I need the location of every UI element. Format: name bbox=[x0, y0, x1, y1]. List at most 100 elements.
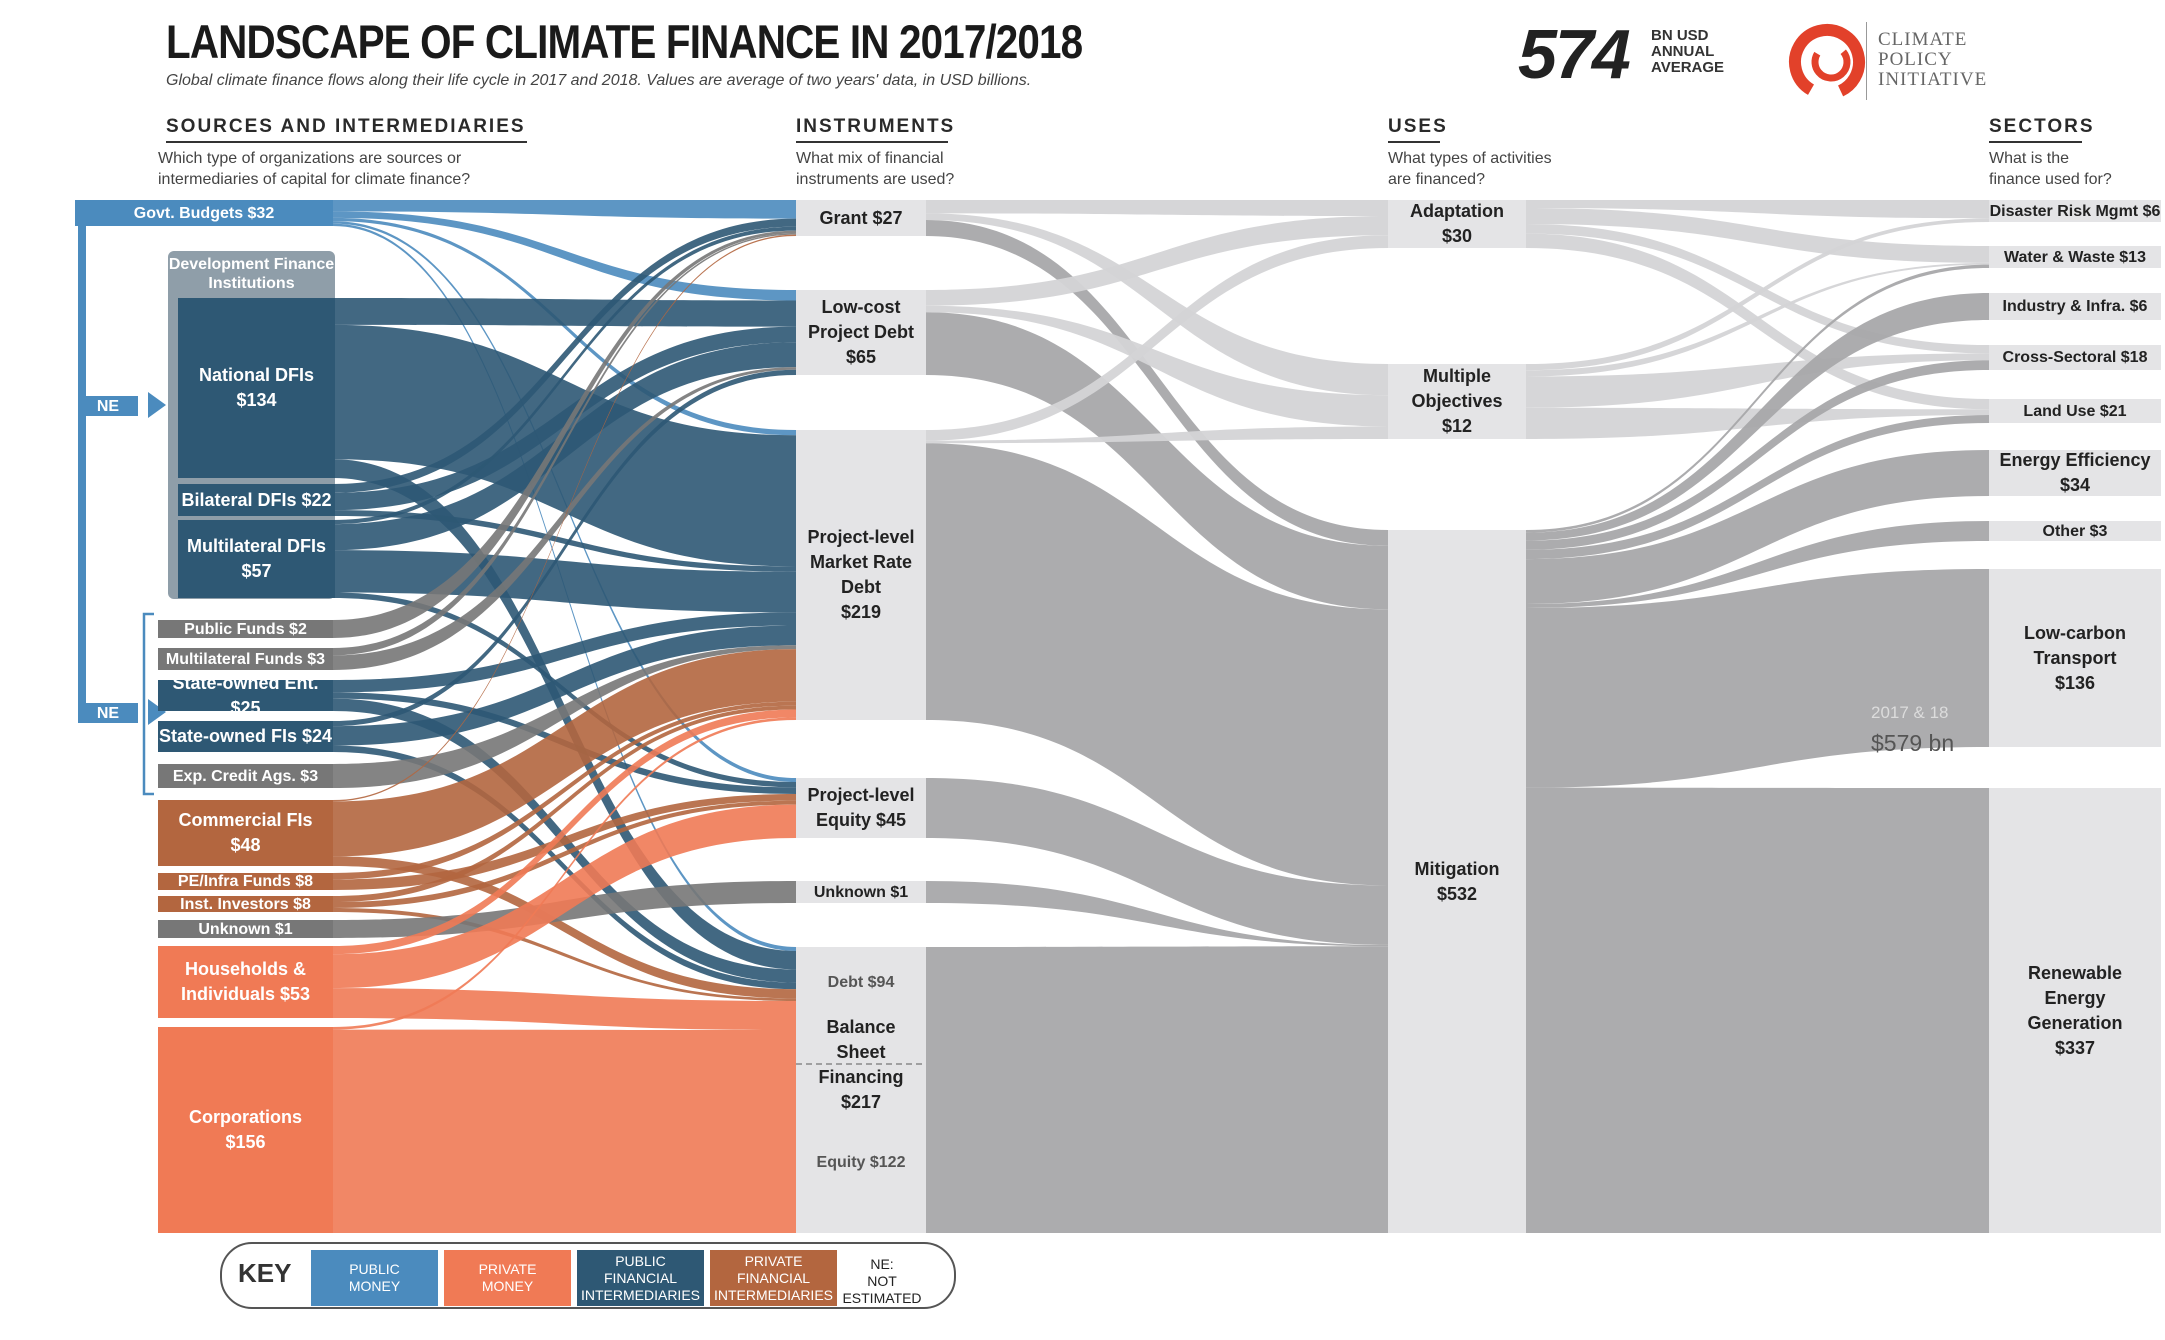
flow-multi-ww bbox=[1526, 262, 1989, 377]
watermark-period: 2017 & 18 bbox=[1871, 703, 1949, 722]
page-subtitle: Global climate finance flows along their… bbox=[166, 72, 1032, 89]
flow-pe-peq bbox=[333, 794, 796, 890]
flow-mitig-ww bbox=[1526, 264, 1989, 533]
flow-mitig-lu bbox=[1526, 415, 1989, 560]
legend-not-estimated: NE: NOT ESTIMATED bbox=[842, 1256, 922, 1306]
sector-label-lct: Low-carbon Transport $136 bbox=[2024, 622, 2126, 693]
source-node-corp bbox=[158, 1027, 333, 1233]
use-node-mitig bbox=[1388, 530, 1526, 1233]
instrument-label-bsf: Balance Sheet Financing $217 bbox=[818, 1017, 904, 1112]
ne-arrow-lower-icon bbox=[148, 699, 166, 725]
use-label-multi: Multiple Objectives $12 bbox=[1411, 366, 1503, 436]
flow-mrd-mitig bbox=[926, 443, 1388, 886]
flow-mitig-reg bbox=[1526, 787, 1989, 1233]
source-node-bdfi bbox=[178, 484, 335, 516]
total-value: 574 bbox=[1518, 15, 1631, 93]
instrument-label-bsf-equity: Equity $122 bbox=[816, 1153, 906, 1171]
flow-mrd-multi bbox=[926, 426, 1388, 444]
source-label-eca: Exp. Credit Ags. $3 bbox=[172, 767, 319, 785]
source-node-pubf bbox=[158, 620, 333, 638]
use-node-multi bbox=[1388, 364, 1526, 439]
instrument-node-mrd bbox=[796, 430, 926, 720]
flow-pe-mrd bbox=[333, 701, 796, 880]
source-label-mdfi: Multilateral DFIs $57 bbox=[186, 536, 327, 581]
flow-ii-mrd bbox=[333, 705, 796, 902]
flow-mitig-lct bbox=[1526, 569, 1989, 788]
legend-public-money: PUBLIC MONEY bbox=[311, 1250, 438, 1306]
ne-tag-lower bbox=[78, 703, 138, 723]
source-label-cfi: Commercial FIs $48 bbox=[178, 810, 313, 855]
flow-cfi-mrd bbox=[333, 649, 796, 857]
instrument-label-mrd: Project-level Market Rate Debt $219 bbox=[807, 527, 915, 622]
source-node-gov bbox=[75, 200, 333, 226]
source-node-mf bbox=[158, 648, 333, 670]
legend-title: KEY bbox=[238, 1258, 292, 1288]
sectors-rule bbox=[1989, 141, 2082, 143]
logo-text: CLIMATE POLICY INITIATIVE bbox=[1878, 29, 1988, 90]
ne-label-lower: NE bbox=[96, 704, 120, 722]
flow-sofi-bsf bbox=[333, 745, 796, 990]
flow-soe-mrd bbox=[333, 612, 796, 693]
sector-label-ww: Water & Waste $13 bbox=[2004, 248, 2146, 266]
flow-iunk-mitig bbox=[926, 881, 1388, 947]
flow-sofi-mrd bbox=[333, 625, 796, 746]
source-node-unk bbox=[158, 920, 333, 938]
flow-mitig-oth bbox=[1526, 521, 1989, 608]
source-label-sofi: State-owned FIs $24 bbox=[158, 726, 333, 746]
flow-hh-peq bbox=[333, 804, 796, 989]
flow-adapt-ww bbox=[1526, 208, 1989, 263]
use-label-adapt: Adaptation $30 bbox=[1410, 201, 1504, 246]
cpi-logo-icon bbox=[1789, 24, 1865, 100]
flow-mdfi-lcpd bbox=[333, 342, 796, 551]
flow-bdfi-mrd bbox=[333, 510, 796, 572]
flow-hh-mrd bbox=[333, 709, 796, 955]
flow-bdfi-lcpd bbox=[333, 326, 796, 511]
flow-mitig-ee bbox=[1526, 450, 1989, 604]
source-node-soe bbox=[158, 680, 333, 711]
sector-node-ee bbox=[1989, 450, 2161, 496]
instrument-label-bsf-debt: Debt $94 bbox=[827, 973, 895, 991]
source-label-corp: Corporations $156 bbox=[188, 1107, 302, 1152]
ne-bracket bbox=[142, 612, 154, 796]
instrument-node-iunk bbox=[796, 881, 926, 903]
flow-adapt-lu bbox=[1526, 233, 1989, 410]
flow-mrd-adapt bbox=[926, 235, 1388, 441]
flow-pubf-grant bbox=[333, 230, 796, 638]
flow-multi-cs bbox=[1526, 353, 1989, 408]
flow-adapt-drm bbox=[1526, 200, 1989, 219]
flow-multi-drm bbox=[1526, 218, 1989, 371]
use-label-mitig: Mitigation $532 bbox=[1414, 858, 1500, 904]
sector-label-reg: Renewable Energy Generation $337 bbox=[2027, 962, 2123, 1058]
legend-private-fi: PRIVATE FINANCIAL INTERMEDIARIES bbox=[710, 1250, 837, 1306]
source-node-ndfi bbox=[178, 298, 335, 478]
source-label-mf: Multilateral Funds $3 bbox=[165, 650, 326, 668]
flow-gov-grant bbox=[333, 200, 796, 219]
flow-grant-mitig bbox=[926, 220, 1388, 546]
flow-cfi-bsf bbox=[333, 856, 796, 999]
sectors-question: What is the finance used for? bbox=[1989, 150, 2112, 188]
source-label-pubf: Public Funds $2 bbox=[184, 620, 307, 638]
source-node-ii bbox=[158, 896, 333, 912]
ne-label-upper: NE bbox=[96, 397, 120, 415]
source-label-bdfi: Bilateral DFIs $22 bbox=[181, 489, 332, 510]
sector-label-lu: Land Use $21 bbox=[2023, 402, 2127, 420]
flow-cfi-grant bbox=[333, 234, 796, 802]
source-node-sofi bbox=[158, 721, 333, 752]
flow-bdfi-grant bbox=[333, 218, 796, 493]
source-label-ndfi: National DFIs $134 bbox=[198, 365, 314, 410]
sources-rule bbox=[166, 141, 527, 143]
flow-lcpd-multi bbox=[926, 305, 1388, 427]
sector-label-ee: Energy Efficiency $34 bbox=[1999, 450, 2151, 495]
flow-lcpd-adapt bbox=[926, 216, 1388, 306]
flow-bsf-mitig bbox=[926, 946, 1388, 1233]
source-label-soe: State-owned Ent. $25 bbox=[172, 672, 319, 718]
ne-arrow-upper-icon bbox=[148, 392, 166, 418]
source-node-eca bbox=[158, 764, 333, 788]
source-node-hh bbox=[158, 946, 333, 1018]
uses-question: What types of activities are financed? bbox=[1388, 150, 1552, 188]
sector-node-lu bbox=[1989, 399, 2161, 423]
flow-mdfi-grant bbox=[333, 226, 796, 525]
source-label-hh: Households & Individuals $53 bbox=[180, 959, 311, 1004]
source-node-mdfi bbox=[178, 520, 335, 598]
